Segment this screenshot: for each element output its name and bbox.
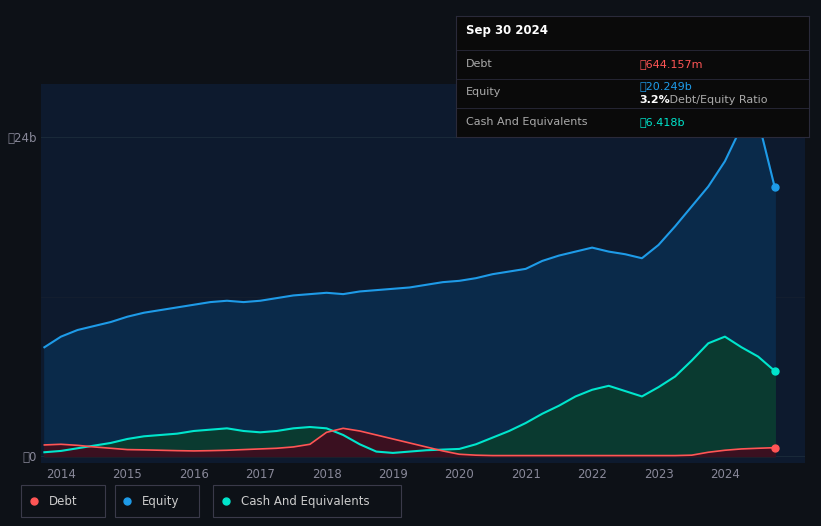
FancyBboxPatch shape xyxy=(21,485,105,517)
Text: Debt: Debt xyxy=(48,494,77,508)
Text: Debt: Debt xyxy=(466,59,493,69)
Text: ৳20.249b: ৳20.249b xyxy=(640,81,692,91)
Text: ৳6.418b: ৳6.418b xyxy=(640,117,685,127)
FancyBboxPatch shape xyxy=(213,485,401,517)
FancyBboxPatch shape xyxy=(115,485,199,517)
Text: ৳644.157m: ৳644.157m xyxy=(640,59,703,69)
Text: Cash And Equivalents: Cash And Equivalents xyxy=(241,494,369,508)
Text: Cash And Equivalents: Cash And Equivalents xyxy=(466,117,588,127)
Text: 3.2%: 3.2% xyxy=(640,95,670,106)
Text: Equity: Equity xyxy=(142,494,180,508)
Text: Sep 30 2024: Sep 30 2024 xyxy=(466,24,548,37)
Text: Debt/Equity Ratio: Debt/Equity Ratio xyxy=(666,95,767,106)
Text: Equity: Equity xyxy=(466,87,502,97)
